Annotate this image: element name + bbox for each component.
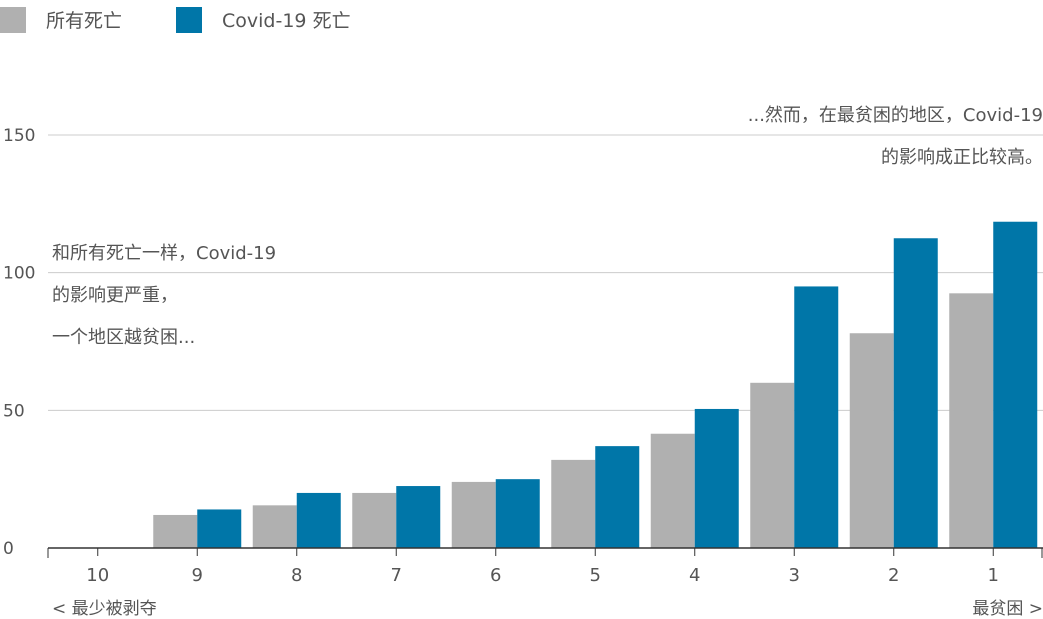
bar-covid-deaths-5 — [595, 446, 640, 548]
legend-item-covid-deaths: Covid-19 死亡 — [176, 6, 351, 33]
x-tick-label-2: 2 — [888, 565, 899, 586]
bar-covid-deaths-3 — [794, 286, 839, 548]
bar-covid-deaths-1 — [993, 221, 1038, 549]
bar-all-deaths-5 — [551, 459, 596, 548]
x-tick-label-5: 5 — [590, 565, 601, 586]
y-tick-label-50: 50 — [3, 401, 25, 421]
x-tick-label-7: 7 — [391, 565, 402, 586]
x-axis-left-end-label: < 最少被剥夺 — [52, 599, 157, 619]
bar-all-deaths-8 — [252, 505, 297, 548]
annotation-left-line-2: 的影响更严重， — [52, 285, 178, 306]
x-tick-label-10: 10 — [86, 565, 109, 586]
bar-all-deaths-9 — [153, 514, 198, 548]
x-tick-label-1: 1 — [988, 565, 999, 586]
annotation-left: 和所有死亡一样，Covid-19 的影响更严重， 一个地区越贫困... — [52, 233, 276, 359]
legend-swatch-all-deaths — [0, 6, 26, 33]
x-tick-label-4: 4 — [689, 565, 700, 586]
y-tick-label-150: 150 — [3, 126, 35, 146]
bar-all-deaths-2 — [849, 333, 894, 548]
legend: 所有死亡 Covid-19 死亡 — [0, 6, 405, 33]
bar-all-deaths-7 — [352, 492, 397, 548]
bar-all-deaths-3 — [750, 382, 795, 548]
bar-covid-deaths-2 — [893, 238, 938, 548]
annotation-right-line-2: 的影响成正比较高。 — [881, 147, 1043, 168]
bar-all-deaths-4 — [650, 433, 695, 548]
annotation-right: ...然而，在最贫困的地区，Covid-19 的影响成正比较高。 — [748, 95, 1043, 179]
x-tick-label-3: 3 — [789, 565, 800, 586]
bar-covid-deaths-8 — [296, 492, 341, 548]
bar-covid-deaths-9 — [197, 509, 242, 548]
bar-covid-deaths-4 — [694, 408, 739, 548]
x-tick-label-8: 8 — [291, 565, 302, 586]
annotation-right-line-1: ...然而，在最贫困的地区，Covid-19 — [747, 105, 1043, 126]
x-tick-label-6: 6 — [490, 565, 501, 586]
legend-label-all-deaths: 所有死亡 — [46, 10, 123, 32]
legend-item-all-deaths: 所有死亡 — [0, 6, 122, 33]
bar-all-deaths-6 — [451, 481, 496, 548]
legend-label-covid-deaths: Covid-19 死亡 — [222, 10, 351, 32]
bar-covid-deaths-6 — [495, 479, 540, 548]
bar-all-deaths-1 — [949, 293, 994, 548]
bar-covid-deaths-7 — [396, 486, 441, 548]
x-tick-label-9: 9 — [192, 565, 203, 586]
annotation-left-line-3: 一个地区越贫困... — [52, 327, 196, 348]
y-tick-label-100: 100 — [3, 264, 35, 284]
x-axis-right-end-label: 最贫困 > — [972, 599, 1043, 619]
annotation-left-line-1: 和所有死亡一样，Covid-19 — [52, 243, 277, 264]
legend-swatch-covid-deaths — [176, 6, 203, 33]
y-tick-label-0: 0 — [3, 539, 14, 559]
